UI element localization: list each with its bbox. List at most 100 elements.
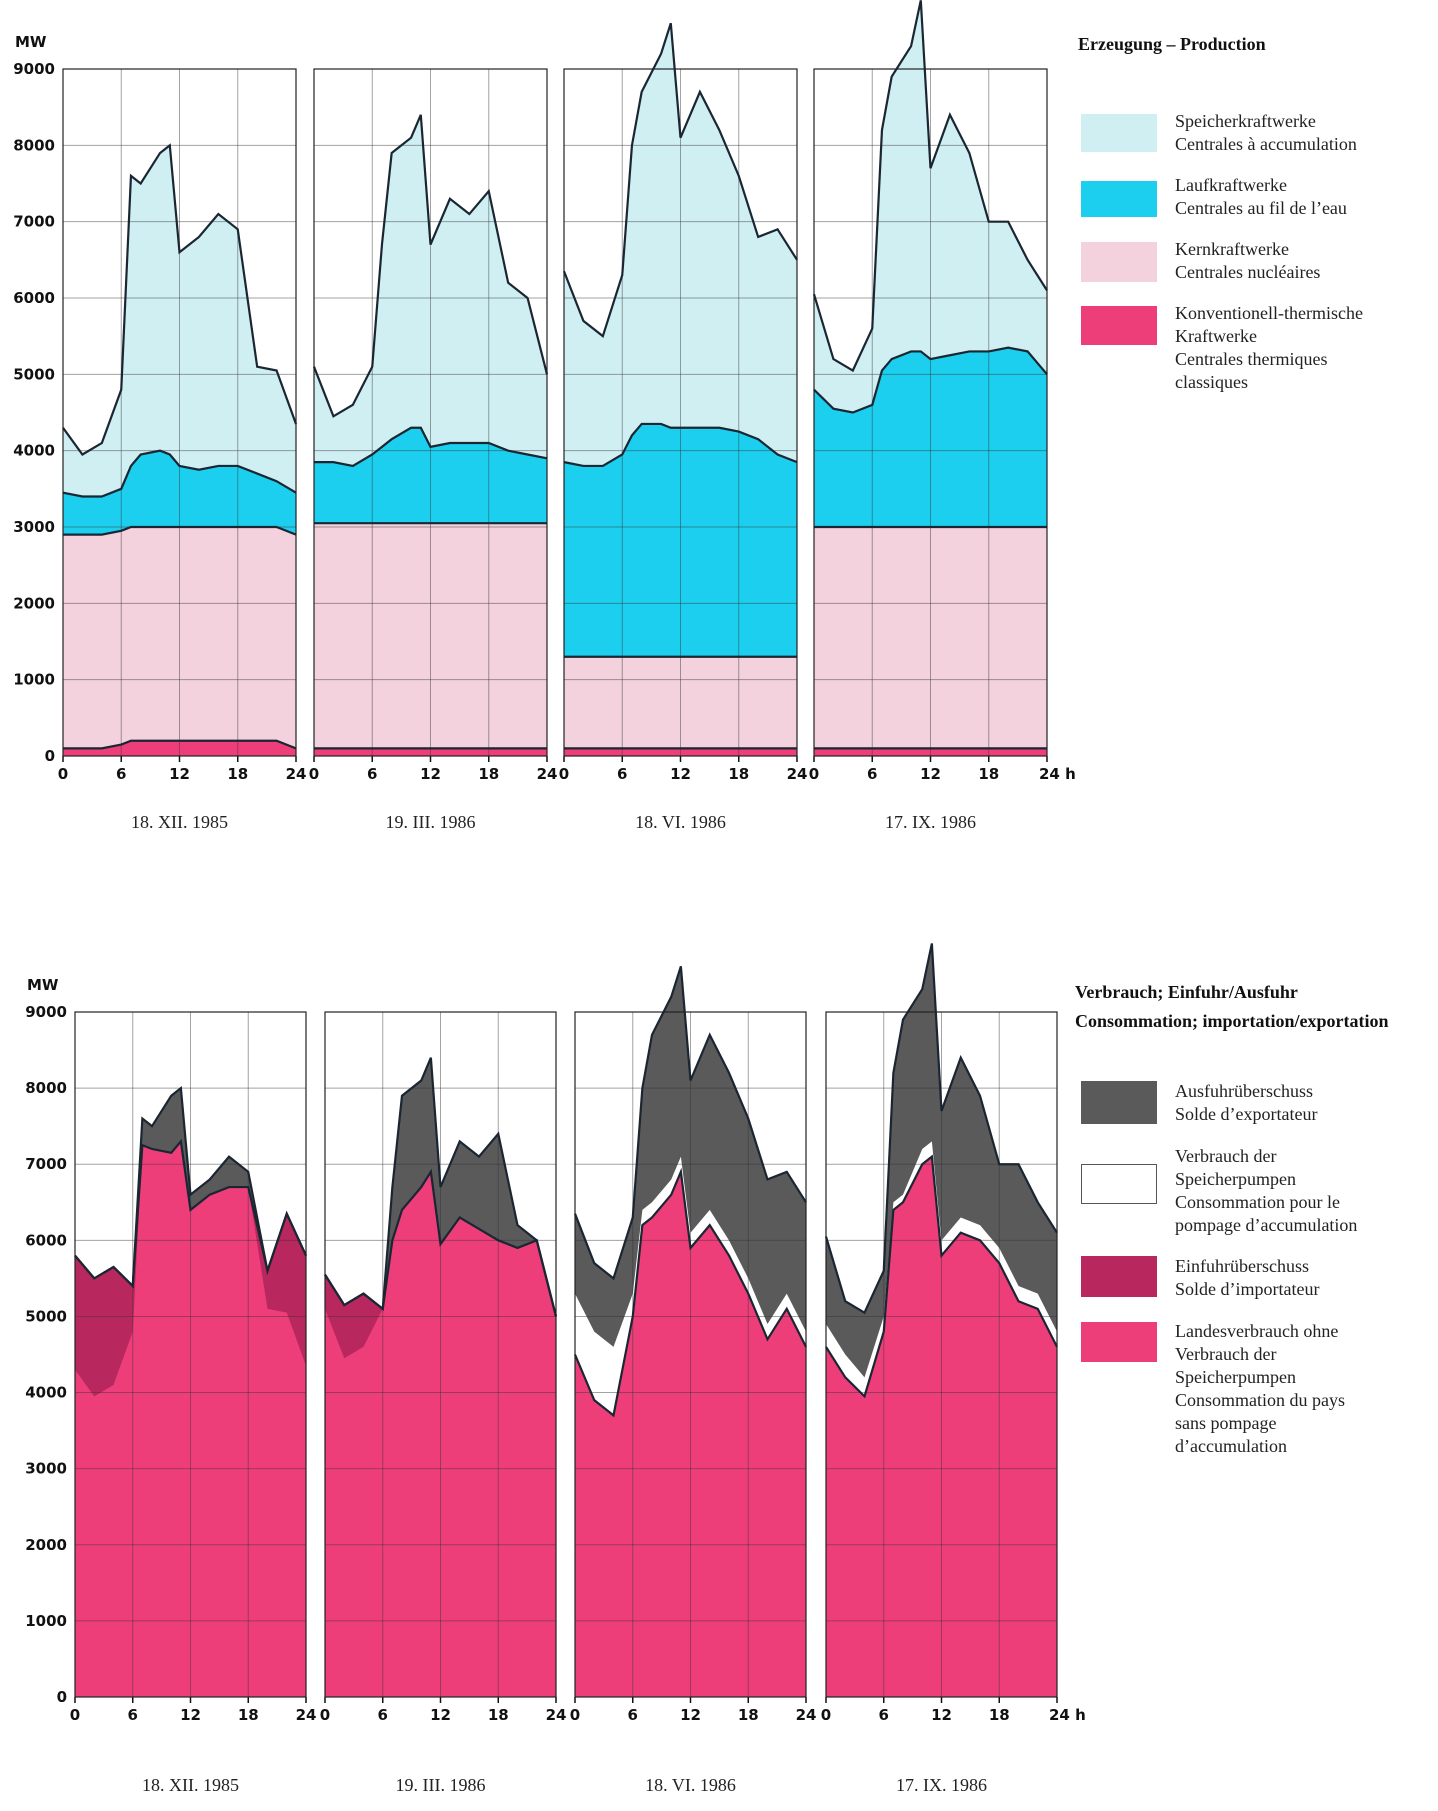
legend-label: Konventionell-thermische Kraftwerke Cent… xyxy=(1175,303,1363,392)
y-tick-label: 6000 xyxy=(13,289,55,307)
y-tick-label: 2000 xyxy=(13,594,55,612)
x-tick-label: 6 xyxy=(116,765,126,783)
y-tick-label: 8000 xyxy=(25,1079,67,1097)
y-tick-label: 4000 xyxy=(13,442,55,460)
panel-date: 17. IX. 1986 xyxy=(896,1775,987,1795)
area xyxy=(325,1171,556,1359)
x-tick-label: 24 xyxy=(286,765,307,783)
area xyxy=(826,1156,1057,1697)
x-tick-label: 24 xyxy=(296,1706,317,1724)
area xyxy=(826,1141,1057,1397)
legend-label: Kernkraftwerke Centrales nucléaires xyxy=(1175,239,1321,282)
panel-frame xyxy=(324,1011,557,1698)
y-tick-label: 6000 xyxy=(25,1231,67,1249)
boundary-line xyxy=(62,143,298,456)
y-tick-label: 3000 xyxy=(25,1460,67,1478)
legend-swatch xyxy=(1081,1164,1157,1204)
x-tick-label: 0 xyxy=(570,1706,580,1724)
boundary-line xyxy=(824,943,1058,1315)
x-tick-label: 6 xyxy=(378,1706,388,1724)
x-tick-label: 24 xyxy=(546,1706,567,1724)
x-tick-label: 24 h xyxy=(1039,765,1076,783)
legend-label: Einfuhrüberschuss Solde d’importateur xyxy=(1175,1256,1320,1299)
panel-date: 19. III. 1986 xyxy=(386,812,476,832)
area xyxy=(75,1141,306,1697)
x-tick-label: 6 xyxy=(879,1706,889,1724)
legend-label: Landesverbrauch ohne Verbrauch der Speic… xyxy=(1175,1321,1345,1456)
panel-date: 17. IX. 1986 xyxy=(885,812,976,832)
area xyxy=(564,748,797,756)
area xyxy=(314,427,547,524)
panel-frame xyxy=(574,1011,807,1698)
x-tick-label: 24 xyxy=(787,765,808,783)
boundary-line xyxy=(562,22,798,339)
x-tick-label: 18 xyxy=(227,765,248,783)
panel-date: 18. XII. 1985 xyxy=(131,812,228,832)
y-tick-label: 1000 xyxy=(25,1612,67,1630)
area xyxy=(814,0,1047,413)
legend-swatch xyxy=(1081,1256,1157,1297)
boundary-line xyxy=(563,422,798,468)
area xyxy=(826,943,1057,1378)
x-tick-label: 18 xyxy=(989,1706,1010,1724)
chart-subtitle: Consommation; importation/exportation xyxy=(1075,1011,1389,1031)
area xyxy=(814,527,1047,749)
area xyxy=(75,1141,306,1397)
x-tick-label: 0 xyxy=(821,1706,831,1724)
y-tick-label: 0 xyxy=(57,1688,67,1706)
x-tick-label: 12 xyxy=(420,765,441,783)
area xyxy=(63,450,296,535)
y-tick-label: 9000 xyxy=(25,1003,67,1021)
area xyxy=(314,523,547,749)
legend-label: Laufkraftwerke Centrales au fil de l’eau xyxy=(1175,175,1347,218)
y-tick-label: 2000 xyxy=(25,1536,67,1554)
panel-frame xyxy=(813,68,1048,757)
boundary-line xyxy=(813,346,1048,414)
x-tick-label: 0 xyxy=(559,765,569,783)
x-tick-label: 6 xyxy=(128,1706,138,1724)
area xyxy=(314,114,547,466)
boundary-line xyxy=(62,449,297,498)
legend-swatch xyxy=(1081,1081,1157,1124)
x-tick-label: 18 xyxy=(478,765,499,783)
panel-frame xyxy=(563,68,798,757)
x-tick-label: 12 xyxy=(920,765,941,783)
area xyxy=(564,423,797,657)
boundary-line xyxy=(314,426,548,468)
panel-frame xyxy=(825,1011,1058,1698)
legend-label: Ausfuhrüberschuss Solde d’exportateur xyxy=(1175,1081,1318,1124)
boundary-line xyxy=(812,0,1048,373)
y-axis-label: MW xyxy=(27,976,59,994)
area xyxy=(325,1171,556,1697)
y-tick-label: 1000 xyxy=(13,671,55,689)
legend-label: Speicherkraftwerke Centrales à accumulat… xyxy=(1175,111,1357,154)
boundary-line xyxy=(324,1168,558,1317)
x-tick-label: 0 xyxy=(70,1706,80,1724)
x-tick-label: 6 xyxy=(617,765,627,783)
legend-swatch xyxy=(1081,114,1157,152)
y-tick-label: 3000 xyxy=(13,518,55,536)
x-tick-label: 18 xyxy=(738,1706,759,1724)
panel-frame xyxy=(62,68,297,757)
area xyxy=(314,748,547,756)
y-tick-label: 4000 xyxy=(25,1384,67,1402)
x-tick-label: 12 xyxy=(670,765,691,783)
panel-date: 18. VI. 1986 xyxy=(645,1775,736,1795)
boundary-line xyxy=(74,1138,307,1289)
boundary-line xyxy=(825,1154,1058,1399)
x-tick-label: 6 xyxy=(867,765,877,783)
y-tick-label: 5000 xyxy=(13,365,55,383)
boundary-line xyxy=(63,739,297,750)
x-tick-label: 12 xyxy=(931,1706,952,1724)
x-tick-label: 12 xyxy=(180,1706,201,1724)
x-tick-label: 18 xyxy=(728,765,749,783)
x-tick-label: 0 xyxy=(58,765,68,783)
x-tick-label: 24 xyxy=(537,765,558,783)
x-tick-label: 0 xyxy=(809,765,819,783)
x-tick-label: 6 xyxy=(628,1706,638,1724)
y-tick-label: 0 xyxy=(45,747,55,765)
area xyxy=(814,347,1047,527)
boundary-line xyxy=(63,525,297,536)
